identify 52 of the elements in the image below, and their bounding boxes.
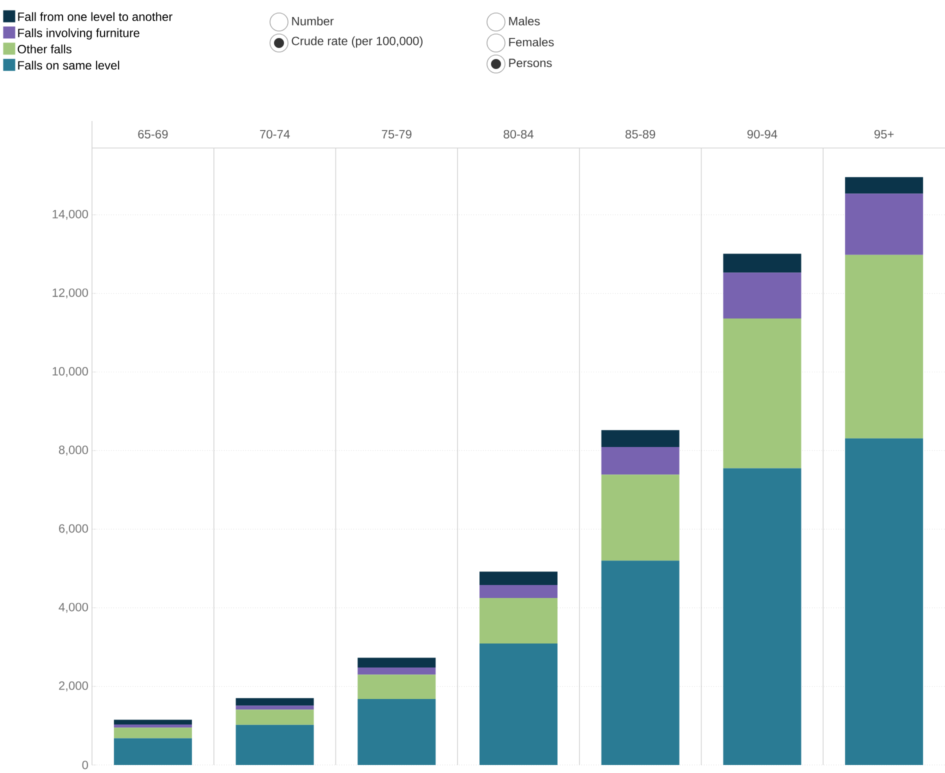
- text: Crude rate (per 100,000): [292, 36, 423, 48]
- bar: [723, 272, 802, 319]
- bar: [845, 438, 924, 765]
- bar: [601, 447, 680, 475]
- text: Number: [292, 16, 334, 26]
- text: Persons: [509, 58, 552, 68]
- y-tick-label: 14,000: [52, 210, 88, 220]
- x-tick-label: 95+: [874, 130, 894, 138]
- text: Males: [509, 16, 540, 26]
- x-tick-label: 65-69: [138, 130, 168, 138]
- bar: [845, 254, 924, 438]
- x-tick-label: 70-74: [260, 130, 290, 138]
- bar: [480, 584, 558, 598]
- legend-label: Falls involving furniture: [18, 28, 140, 40]
- y-tick-label: 8,000: [58, 446, 88, 456]
- x-tick-label: 75-79: [382, 130, 412, 138]
- bar: [358, 698, 436, 765]
- y-tick-label: 2,000: [59, 681, 88, 692]
- bar: [358, 668, 436, 675]
- bar: [723, 254, 802, 273]
- x-tick-label: 85-89: [626, 130, 656, 138]
- bar: [480, 572, 558, 585]
- bar: [236, 710, 314, 725]
- legend-label: Fall from one level to another: [18, 12, 172, 21]
- legend-label: Other falls: [18, 44, 72, 54]
- bar: [236, 706, 314, 710]
- bar: [236, 724, 314, 765]
- y-tick-label: 6,000: [59, 524, 88, 534]
- y-tick-label: 4,000: [58, 602, 88, 613]
- bar: [601, 474, 680, 561]
- y-tick-label: 10,000: [52, 367, 88, 377]
- bar: [601, 430, 680, 448]
- bar: [480, 598, 558, 644]
- bar: [601, 560, 680, 765]
- text: Females: [509, 38, 554, 46]
- y-tick-label: 12,000: [52, 288, 88, 298]
- bar: [236, 698, 314, 706]
- bar: [114, 728, 192, 738]
- y-tick-label: 0: [82, 760, 88, 770]
- bar: [845, 177, 924, 194]
- x-tick-label: 90-94: [747, 130, 778, 138]
- bar: [358, 674, 436, 699]
- bar: [845, 194, 924, 255]
- bar: [723, 318, 802, 468]
- bar: [480, 644, 558, 765]
- bar: [114, 720, 192, 725]
- x-tick-label: 80-84: [504, 130, 534, 138]
- bar: [114, 724, 192, 728]
- bar: [723, 468, 802, 765]
- bar: [114, 738, 192, 765]
- bar: [358, 658, 436, 668]
- legend-label: Falls on same level: [18, 60, 120, 70]
